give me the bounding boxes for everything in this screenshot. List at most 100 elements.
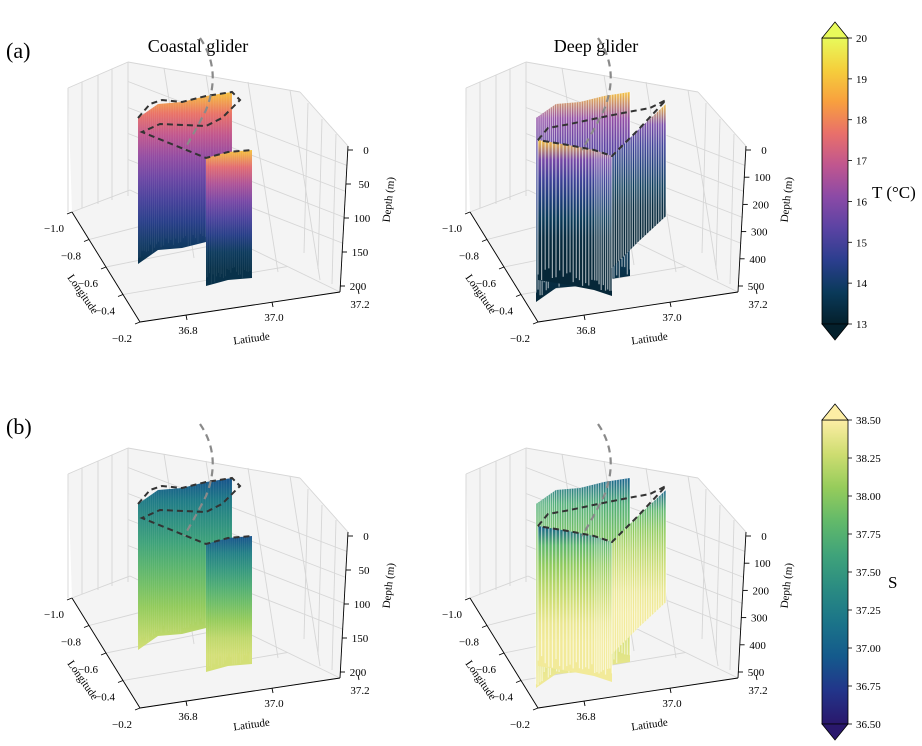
grid-line [299,91,349,147]
grid-line [67,61,129,89]
grid-line [67,447,129,475]
title-coastal-glider: Coastal glider [148,36,248,56]
tick-mark [185,314,188,321]
latitude-tick-label: 36.8 [178,711,198,723]
coastline-curve [581,37,612,151]
tick-mark [134,321,141,325]
latitude-axis-label: Latitude [233,331,271,348]
tick-mark [185,700,188,707]
grid-line [247,467,279,659]
longitude-tick-label: −0.8 [459,637,479,649]
grid-line [127,447,301,479]
glider-track [137,90,253,160]
latitude-tick-label: 37.2 [350,685,369,697]
tick-mark [669,301,672,308]
glider-curtain [206,536,252,672]
colorbar-tick-label: 18 [856,115,868,127]
depth-tick-label: 500 [748,667,765,679]
subplot-b-deep: −1.0 −0.8 −0.6 −0.4 −0.2 36.8 37.0 37.2 0 100 200 3… [442,423,795,734]
depth-tick-label: 0 [761,145,767,157]
colorbar-extend-min [821,323,849,341]
tick-mark [464,597,471,601]
latitude-tick-label: 37.2 [350,299,369,311]
longitude-tick-label: −1.0 [44,609,64,621]
tick-mark [271,301,274,308]
grid-line [299,477,349,533]
colorbar-tick-label: 13 [856,319,868,331]
tick-mark [515,680,522,683]
depth-tick-label: 200 [350,667,367,679]
longitude-tick-label: −0.6 [476,664,496,676]
grid-line [687,89,719,281]
latitude-tick-label: 37.0 [264,698,284,710]
tick-mark [134,707,141,711]
depth-axis [737,531,747,679]
colorbar-tick-label: 36.75 [856,681,881,693]
grid-line [122,652,288,681]
tick-mark [464,211,471,215]
grid-line [469,189,529,213]
colorbar-tick-label: 37.25 [856,605,881,617]
latitude-axis [139,291,341,323]
grid-line [465,61,527,89]
longitude-tick-label: −0.2 [112,333,132,345]
longitude-tick-label: −1.0 [442,223,462,235]
latitude-tick-label: 37.2 [748,685,767,697]
tick-mark [117,680,124,683]
colorbar-tick-label: 15 [856,237,868,249]
depth-tick-label: 150 [352,633,369,645]
glider-section [537,104,667,296]
colorbar-tick-label: 38.00 [856,491,881,503]
longitude-tick-label: −0.8 [61,251,81,263]
glider-section [205,536,253,672]
tick-mark [532,321,539,325]
grid-line [317,118,323,270]
colorbar-temperature-label: T (°C) [872,183,916,202]
tick-mark [481,625,488,628]
tick-mark [357,674,360,681]
depth-tick-label: 200 [753,199,770,211]
longitude-tick-label: −0.6 [78,664,98,676]
longitude-tick-label: −0.2 [510,333,530,345]
colorbar-tick-label: 37.50 [856,567,881,579]
tick-mark [755,288,758,295]
latitude-axis [537,291,739,323]
grid-line [729,133,735,285]
grid-line [465,447,527,475]
longitude-tick-label: −0.2 [112,719,132,731]
grid-line [122,266,288,295]
tick-mark [66,597,73,601]
longitude-tick-label: −0.4 [493,692,513,704]
longitude-tick-label: −0.2 [510,719,530,731]
tick-mark [669,687,672,694]
depth-tick-label: 500 [748,281,765,293]
grid-line [729,519,735,671]
subplot-a-deep: −1.0 −0.8 −0.6 −0.4 −0.2 36.8 37.0 37.2 0 100 200 3… [442,37,795,348]
colorbar-tick-label: 37.75 [856,529,881,541]
glider-section [205,150,253,286]
tick-mark [532,707,539,711]
grid-line [525,81,746,166]
latitude-axis-label: Latitude [631,331,669,348]
longitude-tick-label: −0.4 [493,306,513,318]
subplot-b-coastal: −1.0 −0.8 −0.6 −0.4 −0.2 36.8 37.0 37.2 0 50 100 15… [44,423,398,734]
longitude-tick-label: −0.6 [476,278,496,290]
grid-line [697,477,747,533]
title-deep-glider: Deep glider [554,36,638,56]
tick-mark [117,294,124,297]
coastline-curve [183,423,214,537]
latitude-axis-label: Latitude [233,717,271,734]
colorbar-extend-max [821,403,849,421]
depth-axis-label: Depth (m) [381,562,398,609]
depth-tick-label: 100 [754,558,771,570]
grid-line [525,467,746,552]
grid-line [525,447,699,479]
colorbar-tick-label: 14 [856,278,868,290]
coastline-curve [581,423,612,537]
colorbar-tick-label: 19 [856,74,868,86]
glider-track [537,99,667,158]
tick-mark [66,211,73,215]
tick-mark [583,314,586,321]
grid-line [687,475,719,667]
